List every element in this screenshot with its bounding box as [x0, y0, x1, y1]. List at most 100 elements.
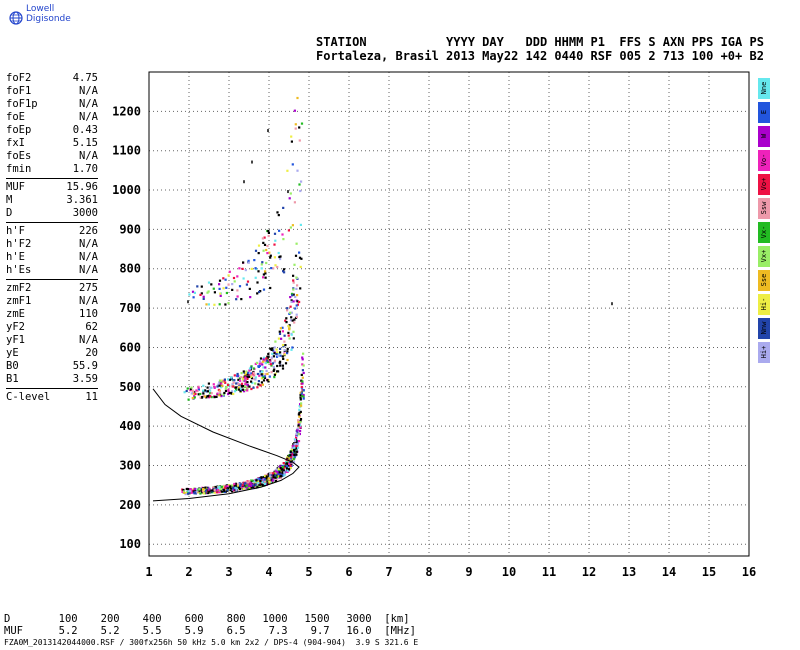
echo-point: [274, 474, 277, 477]
echo-point: [262, 360, 265, 363]
echo-point: [286, 352, 289, 355]
echo-point: [269, 360, 272, 363]
echo-point: [233, 482, 236, 486]
echo-point: [276, 370, 279, 373]
echo-point: [233, 379, 236, 382]
param-value: 62: [85, 321, 98, 333]
echo-point: [257, 244, 261, 247]
param-row: h'E N/A: [6, 251, 98, 264]
echo-point: [300, 180, 303, 183]
echo-point: [278, 229, 281, 232]
echo-point: [234, 390, 237, 393]
echo-point: [199, 487, 202, 490]
echo-point: [218, 381, 221, 384]
echo-point: [292, 293, 295, 296]
param-value: 0.43: [72, 124, 98, 136]
echo-point: [275, 468, 278, 471]
echo-point: [268, 375, 271, 378]
echo-point: [249, 482, 252, 485]
echo-point: [295, 436, 298, 440]
echo-point: [227, 392, 230, 396]
echo-point: [261, 261, 264, 264]
echo-point: [240, 388, 243, 391]
y-tick-label: 1100: [112, 144, 141, 158]
echo-point: [289, 454, 292, 457]
echo-point: [198, 489, 201, 492]
echo-point: [260, 377, 263, 380]
echo-point: [257, 482, 260, 485]
echo-point: [207, 281, 211, 284]
echo-point: [254, 276, 257, 279]
echo-point: [227, 383, 230, 387]
echo-point: [227, 487, 231, 490]
legend-label: Vo-: [760, 153, 768, 167]
echo-point: [294, 254, 298, 257]
echo-point: [242, 481, 245, 484]
echo-point: [271, 352, 274, 355]
echo-point: [232, 276, 236, 280]
echo-point: [289, 311, 292, 314]
echo-point: [250, 377, 254, 380]
echo-point: [290, 348, 293, 351]
echo-point: [239, 484, 242, 487]
echo-point: [199, 396, 202, 399]
echo-point: [263, 243, 267, 246]
echo-point: [247, 371, 250, 374]
echo-point: [293, 456, 296, 459]
echo-point: [244, 482, 247, 485]
echo-point: [227, 388, 230, 391]
param-value: N/A: [79, 98, 98, 110]
echo-point: [242, 277, 245, 280]
echo-point: [244, 380, 247, 383]
echo-point: [205, 492, 208, 495]
param-row: foEs N/A: [6, 150, 98, 163]
echo-point: [295, 276, 298, 279]
param-row: foEp 0.43: [6, 124, 98, 137]
echo-point: [302, 395, 305, 398]
echo-point: [297, 440, 301, 443]
echo-point: [256, 486, 259, 489]
param-value: 20: [85, 347, 98, 359]
echo-point: [267, 352, 270, 356]
echo-point: [208, 488, 211, 491]
echo-point: [275, 478, 278, 481]
echo-point: [256, 480, 260, 483]
echo-point: [265, 261, 268, 265]
echo-point: [266, 359, 269, 362]
echo-point: [269, 474, 272, 477]
echo-point: [252, 487, 255, 490]
echo-point: [258, 290, 261, 294]
echo-point: [197, 386, 200, 389]
echo-point: [236, 483, 239, 486]
echo-point: [277, 354, 280, 357]
echo-point: [243, 180, 245, 184]
param-label: foE: [6, 111, 25, 123]
echo-point: [222, 380, 225, 383]
param-row: yF1 N/A: [6, 334, 98, 347]
d-value: 400: [142, 613, 162, 625]
echo-point: [293, 453, 296, 456]
echo-point: [256, 292, 259, 295]
param-row: yF2 62: [6, 321, 98, 334]
echo-point: [268, 251, 271, 254]
param-row: foF1 N/A: [6, 85, 98, 98]
echo-point: [255, 361, 259, 364]
echo-point: [289, 192, 292, 195]
echo-point: [254, 249, 258, 252]
echo-point: [273, 376, 276, 379]
echo-point: [289, 305, 292, 308]
echo-point: [288, 337, 291, 340]
echo-point: [278, 465, 281, 468]
echo-point: [276, 472, 279, 475]
x-tick-label: 10: [502, 565, 516, 579]
echo-point: [297, 421, 300, 424]
echo-point: [296, 427, 299, 430]
echo-point: [290, 456, 293, 459]
echo-point: [254, 267, 257, 270]
echo-point: [245, 480, 248, 484]
echo-point: [264, 272, 267, 275]
x-tick-label: 13: [622, 565, 636, 579]
echo-point: [285, 317, 288, 320]
plot-frame: [148, 71, 750, 557]
echo-point: [205, 396, 208, 399]
